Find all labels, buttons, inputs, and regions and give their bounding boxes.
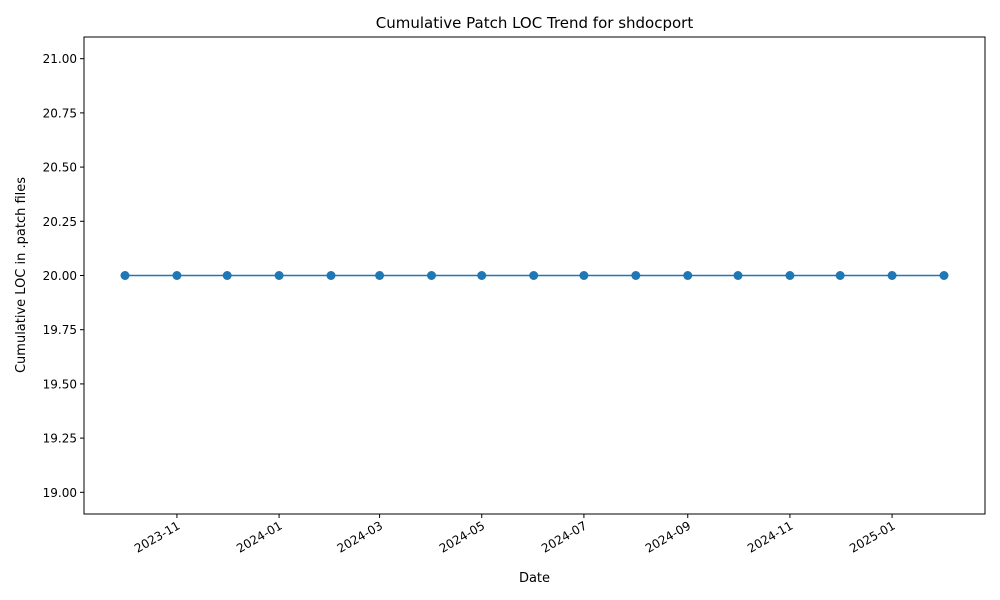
y-tick-label: 20.50 bbox=[43, 161, 77, 175]
y-tick-label: 20.00 bbox=[43, 269, 77, 283]
data-point bbox=[326, 271, 336, 280]
data-point bbox=[733, 271, 743, 280]
x-axis-ticks: 2023-11 2024-01 2024-03 2024-05 2024-07 2024-… bbox=[132, 514, 898, 556]
x-tick-label: 2024-07 bbox=[539, 518, 589, 555]
data-point bbox=[939, 271, 949, 280]
data-point bbox=[529, 271, 539, 280]
data-point bbox=[887, 271, 897, 280]
data-point bbox=[274, 271, 284, 280]
data-point bbox=[835, 271, 845, 280]
y-tick-label: 19.25 bbox=[43, 432, 77, 446]
data-point bbox=[785, 271, 795, 280]
x-tick-label: 2024-11 bbox=[745, 518, 795, 555]
x-tick-label: 2023-11 bbox=[132, 518, 182, 555]
data-point bbox=[222, 271, 232, 280]
y-tick-label: 19.50 bbox=[43, 377, 77, 391]
data-point bbox=[683, 271, 693, 280]
x-tick-label: 2024-09 bbox=[643, 518, 693, 555]
data-point bbox=[477, 271, 487, 280]
x-tick-label: 2024-03 bbox=[335, 518, 385, 555]
x-tick-label: 2024-01 bbox=[234, 518, 284, 555]
data-point bbox=[120, 271, 130, 280]
y-tick-label: 21.00 bbox=[43, 52, 77, 66]
series-layer bbox=[120, 271, 949, 280]
data-point bbox=[579, 271, 589, 280]
data-point bbox=[172, 271, 182, 280]
x-axis-label: Date bbox=[519, 571, 550, 586]
data-point bbox=[375, 271, 385, 280]
chart-title: Cumulative Patch LOC Trend for shdocport bbox=[376, 14, 694, 32]
x-tick-label: 2025-01 bbox=[847, 518, 897, 555]
x-tick-label: 2024-05 bbox=[437, 518, 487, 555]
y-axis-label: Cumulative LOC in .patch files bbox=[14, 177, 29, 373]
y-tick-label: 20.75 bbox=[43, 106, 77, 120]
y-axis-ticks: 19.00 19.25 19.50 19.75 20.00 20.25 20.50 20.75… bbox=[43, 52, 84, 500]
data-point bbox=[426, 271, 436, 280]
y-tick-label: 19.00 bbox=[43, 486, 77, 500]
y-tick-label: 19.75 bbox=[43, 323, 77, 337]
y-tick-label: 20.25 bbox=[43, 215, 77, 229]
data-point bbox=[631, 271, 641, 280]
